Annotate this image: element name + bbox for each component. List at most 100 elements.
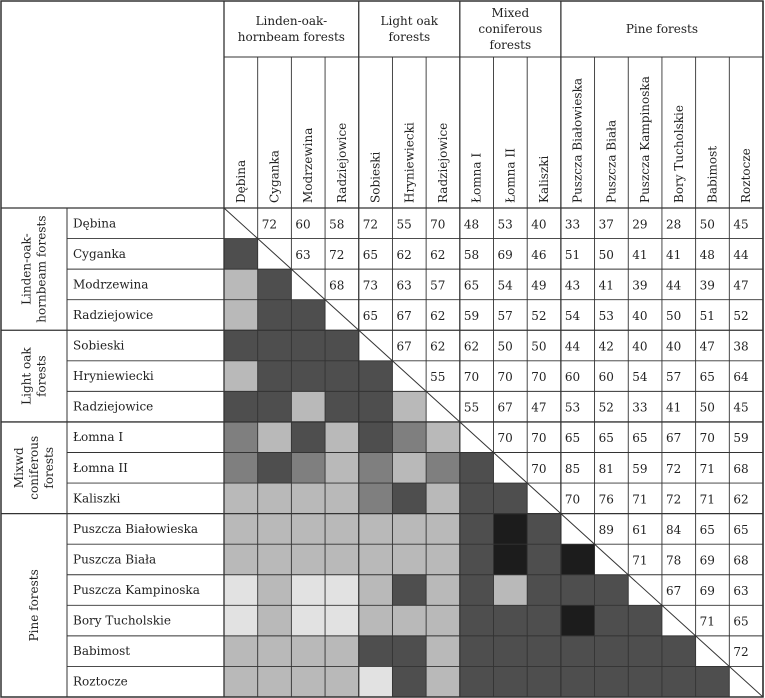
shade-cell [560, 635, 595, 667]
row-group-label: hornbeam forests [35, 216, 49, 323]
cell-value: 70 [531, 462, 546, 476]
cell-value: 50 [666, 309, 681, 323]
cell-value: 69 [498, 248, 513, 262]
cell-value: 59 [464, 309, 479, 323]
cell-value: 47 [733, 278, 748, 292]
row-group-label: Linden-oak- [20, 233, 34, 305]
shade-cell [224, 452, 258, 484]
cell-value: 65 [632, 431, 647, 445]
cell-value: 63 [396, 278, 411, 292]
shade-cell [527, 635, 561, 667]
shade-cell [392, 452, 427, 484]
row-label: Modrzewina [73, 277, 148, 291]
shade-cell [291, 544, 326, 575]
shade-cell [560, 544, 595, 575]
cell-value: 58 [329, 217, 344, 231]
cell-value: 62 [430, 340, 445, 354]
cell-value: 45 [733, 217, 748, 231]
column-label: Sobieski [369, 152, 383, 203]
shade-cell [358, 391, 393, 422]
column-group-label: Linden-oak- [256, 14, 328, 28]
shade-cell [325, 360, 359, 392]
shade-cell [291, 605, 326, 636]
cell-value: 52 [531, 309, 546, 323]
shade-cell [527, 544, 561, 575]
shade-cell [257, 299, 292, 331]
cell-value: 65 [700, 370, 715, 384]
cell-value: 71 [700, 462, 715, 476]
cell-value: 47 [531, 401, 546, 415]
shade-cell [325, 330, 359, 361]
cell-value: 41 [632, 248, 647, 262]
cell-value: 48 [700, 248, 715, 262]
shade-cell [291, 574, 326, 606]
shade-cell [257, 605, 292, 636]
shade-cell [628, 666, 662, 697]
cell-value: 57 [498, 309, 513, 323]
column-label: Bory Tucholskie [672, 105, 686, 203]
shade-cell [224, 574, 258, 606]
shade-cell [257, 574, 292, 606]
column-label: Puszcza Kampinoska [638, 76, 652, 203]
cell-value: 39 [632, 278, 647, 292]
shade-cell [594, 574, 629, 606]
cell-value: 45 [733, 401, 748, 415]
shade-cell [257, 666, 292, 697]
shade-cell [392, 544, 427, 575]
cell-value: 44 [666, 278, 682, 292]
cell-value: 54 [565, 309, 581, 323]
cell-value: 81 [599, 462, 614, 476]
cell-value: 60 [599, 370, 614, 384]
column-label: Hryniewiecki [402, 122, 416, 203]
shade-cell [257, 269, 292, 300]
row-label: Babimost [73, 644, 130, 658]
cell-value: 70 [565, 492, 580, 506]
shade-cell [493, 574, 528, 606]
row-group-label: Light oak [20, 347, 34, 405]
shade-cell [527, 666, 561, 697]
shade-cell [291, 513, 326, 545]
row-label: Radziejowice [73, 400, 153, 414]
shade-cell [695, 666, 730, 697]
cell-value: 52 [733, 309, 748, 323]
shade-cell [527, 605, 561, 636]
shade-cell [392, 666, 427, 697]
cell-value: 62 [396, 248, 411, 262]
shade-cell [426, 635, 460, 667]
cell-value: 72 [329, 248, 344, 262]
shade-cell [527, 513, 561, 545]
cell-value: 62 [464, 340, 479, 354]
cell-value: 63 [733, 584, 748, 598]
shade-cell [560, 605, 595, 636]
row-label: Puszcza Biała [73, 552, 156, 566]
cell-value: 59 [632, 462, 647, 476]
shade-cell [459, 544, 494, 575]
shade-cell [594, 635, 629, 667]
shade-cell [224, 330, 258, 361]
shade-cell [459, 452, 494, 484]
shade-cell [493, 513, 528, 545]
cell-value: 69 [700, 553, 715, 567]
cell-value: 62 [733, 492, 748, 506]
shade-cell [560, 574, 595, 606]
shade-cell [459, 605, 494, 636]
cell-value: 53 [599, 309, 614, 323]
cell-value: 70 [531, 431, 546, 445]
shade-cell [257, 513, 292, 545]
shade-cell [224, 360, 258, 392]
shade-cell [661, 635, 696, 667]
cell-value: 71 [632, 553, 647, 567]
matrix-diagonal [223, 207, 764, 698]
shade-cell [426, 544, 460, 575]
cell-value: 70 [498, 431, 513, 445]
column-group-label: Mixed [492, 6, 530, 20]
shade-cell [628, 605, 662, 636]
cell-value: 43 [565, 278, 580, 292]
cell-value: 60 [565, 370, 580, 384]
shade-cell [224, 635, 258, 667]
shade-cell [392, 513, 427, 545]
cell-value: 46 [531, 248, 546, 262]
cell-value: 60 [295, 217, 310, 231]
column-label: Dębina [234, 160, 248, 203]
shade-cell [257, 483, 292, 514]
